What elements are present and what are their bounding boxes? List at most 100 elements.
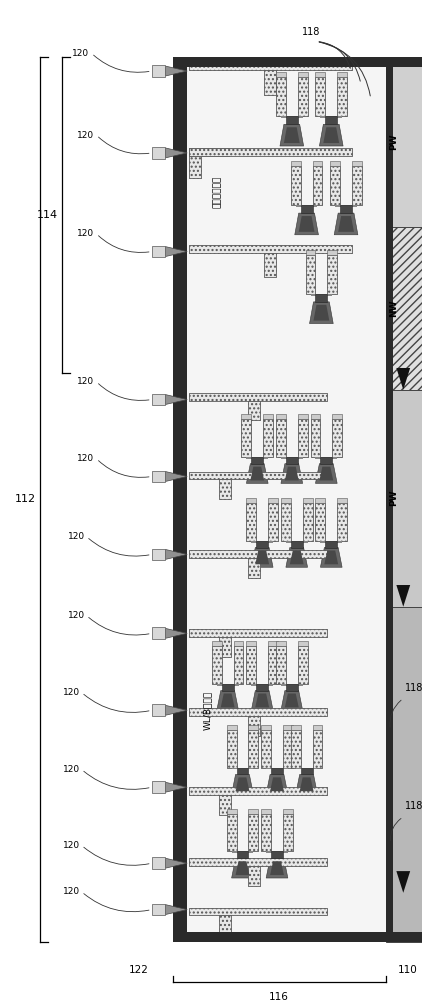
- Bar: [251, 541, 272, 543]
- Bar: [218, 915, 230, 935]
- Bar: [290, 166, 300, 205]
- Polygon shape: [285, 548, 307, 567]
- Bar: [189, 708, 327, 716]
- Bar: [189, 62, 351, 70]
- Bar: [189, 62, 351, 70]
- Bar: [337, 77, 346, 116]
- Bar: [189, 908, 327, 915]
- Bar: [189, 550, 327, 558]
- Bar: [241, 414, 251, 419]
- Bar: [251, 457, 262, 464]
- Bar: [385, 227, 421, 390]
- Bar: [351, 166, 361, 205]
- Bar: [327, 255, 337, 294]
- Bar: [297, 72, 307, 77]
- Bar: [226, 814, 236, 851]
- Polygon shape: [395, 368, 409, 390]
- Polygon shape: [337, 216, 353, 232]
- Bar: [211, 646, 221, 684]
- Bar: [248, 866, 259, 886]
- Bar: [280, 503, 290, 541]
- Bar: [275, 419, 285, 457]
- Polygon shape: [231, 858, 253, 878]
- Text: 112: 112: [15, 494, 36, 504]
- Bar: [271, 768, 282, 774]
- Text: 120: 120: [77, 229, 94, 238]
- Bar: [297, 646, 307, 684]
- Bar: [340, 205, 351, 213]
- Bar: [231, 768, 253, 769]
- Polygon shape: [216, 691, 238, 710]
- Bar: [282, 725, 292, 730]
- Bar: [275, 414, 285, 419]
- Bar: [151, 781, 164, 793]
- Bar: [282, 730, 292, 768]
- Bar: [248, 401, 259, 420]
- Bar: [268, 641, 277, 646]
- Polygon shape: [231, 774, 253, 794]
- Bar: [226, 730, 236, 768]
- Bar: [315, 503, 325, 541]
- Bar: [218, 795, 230, 815]
- Bar: [315, 498, 325, 503]
- Bar: [331, 419, 341, 457]
- Bar: [189, 908, 327, 915]
- Bar: [189, 156, 201, 178]
- Text: PW: PW: [389, 134, 397, 150]
- Bar: [246, 503, 256, 541]
- Bar: [189, 550, 327, 558]
- Bar: [211, 646, 221, 684]
- Polygon shape: [334, 213, 357, 235]
- Bar: [331, 414, 341, 419]
- Bar: [337, 77, 346, 116]
- Polygon shape: [220, 694, 234, 707]
- Text: 120: 120: [63, 887, 80, 896]
- Bar: [337, 503, 346, 541]
- Bar: [261, 814, 271, 851]
- Bar: [268, 646, 277, 684]
- Polygon shape: [298, 216, 314, 232]
- Polygon shape: [250, 467, 264, 480]
- Bar: [248, 725, 258, 730]
- Bar: [189, 858, 327, 866]
- Bar: [337, 498, 346, 503]
- Bar: [226, 814, 236, 851]
- Bar: [331, 419, 341, 457]
- Bar: [312, 730, 322, 768]
- Polygon shape: [165, 549, 187, 559]
- Bar: [251, 684, 272, 686]
- Text: 120: 120: [63, 765, 80, 774]
- Text: 116: 116: [268, 992, 288, 1000]
- Bar: [248, 401, 259, 420]
- Text: NW: NW: [389, 299, 397, 317]
- Bar: [282, 730, 292, 768]
- Text: 122: 122: [129, 965, 149, 975]
- Bar: [211, 641, 221, 646]
- Bar: [282, 814, 292, 851]
- Bar: [320, 457, 331, 464]
- Polygon shape: [265, 774, 287, 794]
- Bar: [246, 646, 256, 684]
- Bar: [285, 116, 297, 124]
- Bar: [305, 255, 315, 294]
- Bar: [151, 904, 164, 915]
- Bar: [285, 457, 297, 464]
- Bar: [282, 814, 292, 851]
- Polygon shape: [315, 464, 337, 483]
- Bar: [295, 768, 317, 769]
- Bar: [275, 77, 285, 116]
- Bar: [315, 77, 325, 116]
- Bar: [189, 148, 351, 156]
- Bar: [151, 549, 164, 560]
- Bar: [246, 641, 256, 646]
- Bar: [189, 708, 327, 716]
- Bar: [280, 457, 302, 459]
- Bar: [275, 72, 285, 77]
- Bar: [315, 294, 327, 302]
- Polygon shape: [299, 777, 313, 791]
- Bar: [285, 684, 297, 691]
- Bar: [312, 166, 322, 205]
- Bar: [246, 646, 256, 684]
- Bar: [385, 390, 421, 607]
- Bar: [173, 932, 421, 942]
